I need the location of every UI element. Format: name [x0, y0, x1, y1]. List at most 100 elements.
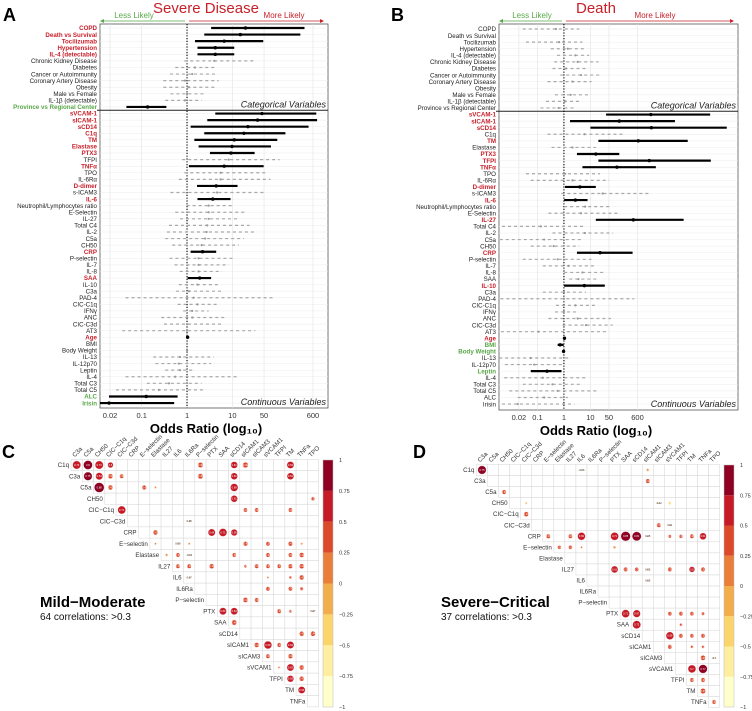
matrix-cell [250, 582, 263, 595]
matrix-cell [205, 515, 218, 528]
matrix-cell [295, 492, 308, 505]
matrix-cell [653, 618, 665, 631]
correlation-value: 0.26 [689, 645, 695, 649]
correlation-circle [632, 531, 642, 541]
correlation-circle [667, 611, 673, 616]
row-label: ALC [84, 394, 97, 401]
matrix-cell [509, 486, 521, 498]
matrix-cell [664, 618, 676, 631]
matrix-cell [127, 504, 139, 516]
matrix-cell [542, 497, 555, 509]
row-label: Elastase [72, 144, 98, 151]
row-label: ANC [483, 316, 497, 323]
row-label: C5a [86, 236, 98, 243]
matrix-cell [664, 475, 676, 487]
correlation-value: 0.39 [700, 678, 706, 682]
matrix-cell [597, 475, 610, 487]
correlation-value: 0.46 [232, 620, 238, 624]
x-axis-title: Odds Ratio (log₁₀) [540, 423, 652, 438]
matrix-cell [597, 519, 610, 532]
matrix-cell [217, 504, 229, 516]
matrix-cell [307, 459, 319, 471]
correlation-value: 0.63 [288, 665, 294, 669]
correlation-circle [524, 501, 528, 505]
matrix-cell [675, 663, 687, 675]
matrix-cell [250, 616, 263, 629]
correlation-value: 0.43 [524, 512, 530, 516]
correlation-value: 0.38 [689, 678, 695, 682]
correlation-value: 0.41 [288, 564, 294, 568]
correlation-circle [141, 485, 147, 490]
correlation-circle [701, 645, 705, 649]
correlation-circle [557, 545, 562, 550]
matrix-cell [295, 650, 308, 663]
matrix-cell [608, 475, 621, 487]
row-label: Neutrophil/Lymphocytes ratio [17, 203, 97, 210]
row-label: CH50 [492, 500, 508, 507]
matrix-cell [686, 552, 698, 565]
correlation-value: 0.85 [623, 534, 629, 538]
correlation-value: 0.37 [277, 564, 283, 568]
matrix-cell [653, 629, 665, 642]
correlation-value: 0.71 [220, 530, 226, 534]
correlation-circle [165, 553, 169, 557]
row-label: IL-7 [485, 263, 496, 270]
correlation-circle [646, 468, 650, 472]
odds-ratio-point [200, 250, 205, 254]
matrix-cell [564, 508, 577, 520]
correlation-count: 37 correlations: >0.3 [441, 612, 532, 623]
correlation-value: 0.43 [299, 564, 305, 568]
row-label: sVCAM-1 [70, 111, 98, 118]
correlation-circle [230, 607, 238, 615]
colorbar-tick-label: −1 [740, 705, 746, 711]
matrix-cell [675, 585, 687, 598]
column-label: IL6 [172, 447, 183, 458]
correlation-circle [288, 541, 293, 547]
odds-ratio-point [229, 151, 233, 155]
row-label: TFPI [269, 676, 283, 683]
matrix-cell [239, 526, 252, 539]
colorbar-tick-label: 0 [339, 582, 342, 588]
correlation-circle [107, 473, 114, 479]
correlation-value: 0.39 [277, 643, 283, 647]
matrix-cell [675, 519, 687, 532]
matrix-cell [553, 519, 566, 532]
matrix-cell [104, 492, 117, 505]
correlation-value: 0.64 [209, 530, 215, 534]
row-label: Coronary Artery Disease [429, 79, 497, 86]
matrix-cell [217, 571, 229, 584]
odds-ratio-point [191, 316, 194, 319]
column-label: IL6 [576, 452, 587, 463]
correlation-value: 0.39 [288, 553, 294, 557]
row-label: sCD14 [219, 631, 238, 638]
matrix-cell [608, 519, 621, 532]
correlation-circle [288, 507, 293, 513]
odds-ratio-point [551, 383, 554, 386]
odds-ratio-point [193, 66, 197, 69]
matrix-cell [205, 459, 218, 471]
correlation-value: 0.88 [97, 485, 103, 489]
correlation-circle [310, 631, 316, 637]
matrix-cell [295, 616, 308, 629]
odds-ratio-point [564, 67, 568, 70]
correlation-value: 0.09 [175, 542, 181, 546]
matrix-cell [160, 537, 173, 550]
matrix-cell [273, 627, 286, 640]
categorical-label: Categorical Variables [651, 100, 737, 110]
correlation-value: 0.41 [288, 542, 294, 546]
colorbar-tick-label: 0.25 [339, 551, 350, 557]
correlation-value: 0.39 [277, 609, 283, 613]
correlation-circle [668, 534, 672, 539]
correlation-circle [188, 520, 191, 523]
odds-ratio-point [539, 225, 542, 228]
correlation-value: 0.21 [277, 665, 283, 669]
matrix-cell [194, 526, 207, 539]
correlation-circle [265, 552, 271, 558]
column-label: TM [285, 448, 296, 459]
odds-ratio-point [601, 192, 604, 195]
odds-ratio-point [215, 191, 219, 194]
x-tick-label: 50 [260, 411, 268, 420]
correlation-circle [689, 566, 695, 573]
correlation-circle [107, 484, 114, 491]
correlation-value: 0.26 [288, 609, 294, 613]
